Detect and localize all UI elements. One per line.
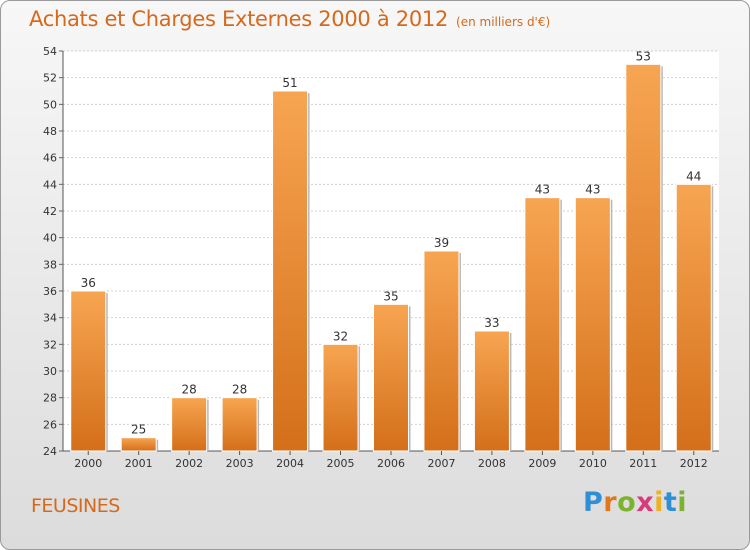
- commune-name: FEUSINES: [31, 495, 120, 517]
- y-tick-label: 52: [43, 72, 57, 85]
- y-tick-label: 42: [43, 205, 57, 218]
- data-label-2009: 43: [535, 183, 550, 197]
- x-tick-label-2012: 2012: [680, 457, 708, 470]
- y-tick-label: 40: [43, 232, 57, 245]
- bar-2009: [524, 197, 561, 452]
- data-label-2007: 39: [434, 236, 449, 250]
- logo-letter: i: [654, 487, 664, 518]
- logo-letter: P: [583, 487, 604, 518]
- y-tick-label: 34: [43, 312, 57, 325]
- y-tick-label: 38: [43, 258, 57, 271]
- x-tick-label-2004: 2004: [276, 457, 304, 470]
- data-label-2003: 28: [232, 383, 247, 397]
- x-tick-label-2009: 2009: [528, 457, 556, 470]
- bar-2002: [171, 397, 208, 452]
- data-label-2005: 32: [333, 329, 348, 343]
- y-tick-label: 48: [43, 125, 57, 138]
- x-tick-label-2002: 2002: [175, 457, 203, 470]
- y-tick-label: 24: [43, 445, 57, 458]
- x-tick-label-2005: 2005: [327, 457, 355, 470]
- x-tick-label-2008: 2008: [478, 457, 506, 470]
- title-text: Achats et Charges Externes 2000 à 2012: [29, 7, 449, 31]
- y-tick-label: 30: [43, 365, 57, 378]
- x-tick-label-2006: 2006: [377, 457, 405, 470]
- y-tick-label: 32: [43, 338, 57, 351]
- x-tick-label-2007: 2007: [427, 457, 455, 470]
- bar-2007: [423, 250, 460, 452]
- y-tick-label: 36: [43, 285, 57, 298]
- data-label-2010: 43: [585, 183, 600, 197]
- bar-2004: [272, 90, 309, 452]
- x-tick-label-2000: 2000: [74, 457, 102, 470]
- x-tick-label-2011: 2011: [629, 457, 657, 470]
- bar-2005: [322, 343, 359, 452]
- bar-2011: [625, 63, 662, 452]
- y-tick-label: 46: [43, 152, 57, 165]
- x-tick-label-2001: 2001: [125, 457, 153, 470]
- chart-title: Achats et Charges Externes 2000 à 2012 (e…: [29, 7, 550, 31]
- bar-2001: [120, 437, 157, 452]
- bar-2006: [373, 303, 409, 452]
- bar-2012: [675, 183, 712, 452]
- data-label-2012: 44: [686, 169, 701, 183]
- proxiti-logo: Proxiti: [583, 487, 687, 518]
- x-tick-label-2003: 2003: [226, 457, 254, 470]
- y-tick-label: 28: [43, 392, 57, 405]
- bar-2000: [70, 290, 107, 452]
- data-label-2001: 25: [131, 423, 146, 437]
- logo-letter: t: [663, 487, 678, 518]
- x-tick-label-2010: 2010: [579, 457, 607, 470]
- subtitle-text: (en milliers d'€): [456, 15, 551, 29]
- y-tick-label: 54: [43, 45, 57, 58]
- y-tick-label: 50: [43, 98, 57, 111]
- data-label-2004: 51: [282, 76, 297, 90]
- y-tick-label: 26: [43, 418, 57, 431]
- logo-letter: o: [617, 487, 637, 518]
- bar-2003: [221, 397, 258, 452]
- logo-letter: x: [636, 487, 655, 518]
- bar-2008: [473, 330, 510, 452]
- data-label-2006: 35: [383, 289, 398, 303]
- data-label-2002: 28: [182, 383, 197, 397]
- data-label-2000: 36: [81, 276, 96, 290]
- y-tick-label: 44: [43, 178, 57, 191]
- logo-letter: i: [677, 487, 688, 518]
- data-label-2011: 53: [636, 49, 651, 63]
- data-label-2008: 33: [484, 316, 499, 330]
- logo-letter: r: [603, 487, 618, 518]
- bar-2010: [574, 197, 611, 452]
